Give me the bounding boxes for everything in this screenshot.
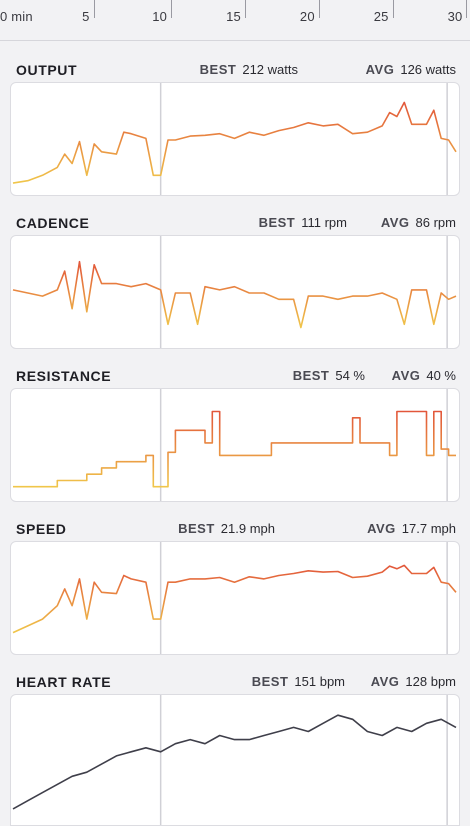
avg-stat-value: 128 bpm <box>405 674 456 689</box>
metric-chart-card <box>10 235 460 349</box>
best-stat-label: BEST <box>258 215 296 230</box>
timeline-tick-mark <box>392 0 394 18</box>
metric-section-speed: SPEED AVG 17.7 mph BEST 21.9 mph <box>0 517 470 655</box>
timeline-tick-mark <box>466 0 468 18</box>
avg-stat: AVG 126 watts <box>366 62 456 77</box>
timeline-tick-mark <box>171 0 173 18</box>
metric-line-chart <box>12 695 457 825</box>
metric-chart-card <box>10 541 460 655</box>
metric-header: OUTPUT AVG 126 watts BEST 212 watts <box>0 58 470 84</box>
avg-stat-value: 40 % <box>426 368 456 383</box>
best-stat: BEST 212 watts <box>200 62 298 77</box>
timeline-tick-label: 0 min <box>0 9 33 24</box>
metric-chart-card <box>10 82 460 196</box>
metric-section-heart-rate: HEART RATE AVG 128 bpm BEST 151 bpm <box>0 670 470 826</box>
timeline-tick-label: 5 <box>82 9 90 24</box>
best-stat-label: BEST <box>178 521 215 536</box>
metric-header: RESISTANCE AVG 40 % BEST 54 % <box>0 364 470 390</box>
best-stat-label: BEST <box>199 62 237 77</box>
metric-header: CADENCE AVG 86 rpm BEST 111 rpm <box>0 211 470 237</box>
metric-section-resistance: RESISTANCE AVG 40 % BEST 54 % <box>0 364 470 502</box>
avg-stat-label: AVG <box>367 521 396 536</box>
series-line-cadence <box>12 260 457 329</box>
metric-section-output: OUTPUT AVG 126 watts BEST 212 watts <box>0 58 470 196</box>
metric-chart-card <box>10 388 460 502</box>
avg-stat-label: AVG <box>380 215 410 230</box>
timeline-tick-mark <box>244 0 246 18</box>
best-stat: BEST 21.9 mph <box>178 521 275 536</box>
avg-stat-label: AVG <box>365 62 395 77</box>
series-line-output <box>12 101 457 184</box>
series-line-heart-rate <box>12 714 457 810</box>
timeline-tick-mark <box>93 0 95 18</box>
avg-stat-value: 86 rpm <box>415 215 456 230</box>
best-stat-label: BEST <box>292 368 330 383</box>
best-stat: BEST 54 % <box>293 368 365 383</box>
timeline-tick-label: 25 <box>373 9 389 24</box>
best-stat-value: 151 bpm <box>294 674 345 689</box>
metric-chart-card <box>10 694 460 826</box>
metric-line-chart <box>12 542 457 654</box>
series-line-resistance <box>13 410 456 488</box>
best-stat: BEST 151 bpm <box>252 674 345 689</box>
metric-header: SPEED AVG 17.7 mph BEST 21.9 mph <box>0 517 470 543</box>
best-stat-value: 54 % <box>335 368 365 383</box>
best-stat-value: 111 rpm <box>301 215 347 230</box>
metric-title: CADENCE <box>16 215 90 231</box>
avg-stat: AVG 128 bpm <box>371 674 456 689</box>
timeline-tick-label: 15 <box>226 9 241 24</box>
metric-title: HEART RATE <box>16 674 112 690</box>
avg-stat-value: 17.7 mph <box>401 521 456 536</box>
avg-stat-label: AVG <box>370 674 400 689</box>
avg-stat: AVG 40 % <box>392 368 456 383</box>
metric-title: SPEED <box>16 521 67 537</box>
metric-line-chart <box>12 83 457 195</box>
timeline-tick-mark <box>318 0 320 18</box>
best-stat: BEST 111 rpm <box>259 215 347 230</box>
avg-stat: AVG 86 rpm <box>381 215 456 230</box>
best-stat-value: 21.9 mph <box>220 521 275 536</box>
timeline-tick-label: 30 <box>447 9 463 24</box>
timeline-ruler: 0 min 5 10 15 20 25 30 <box>0 0 470 41</box>
avg-stat: AVG 17.7 mph <box>367 521 456 536</box>
metric-title: RESISTANCE <box>16 368 112 384</box>
best-stat-value: 212 watts <box>242 62 298 77</box>
series-line-speed <box>12 564 457 634</box>
avg-stat-value: 126 watts <box>400 62 456 77</box>
timeline-tick-label: 20 <box>299 9 315 24</box>
avg-stat-label: AVG <box>391 368 421 383</box>
timeline-tick-label: 10 <box>152 9 168 24</box>
metric-line-chart <box>12 236 457 348</box>
metric-section-cadence: CADENCE AVG 86 rpm BEST 111 rpm <box>0 211 470 349</box>
best-stat-label: BEST <box>251 674 289 689</box>
metric-line-chart <box>13 389 456 501</box>
metric-header: HEART RATE AVG 128 bpm BEST 151 bpm <box>0 670 470 696</box>
metric-title: OUTPUT <box>16 62 78 78</box>
